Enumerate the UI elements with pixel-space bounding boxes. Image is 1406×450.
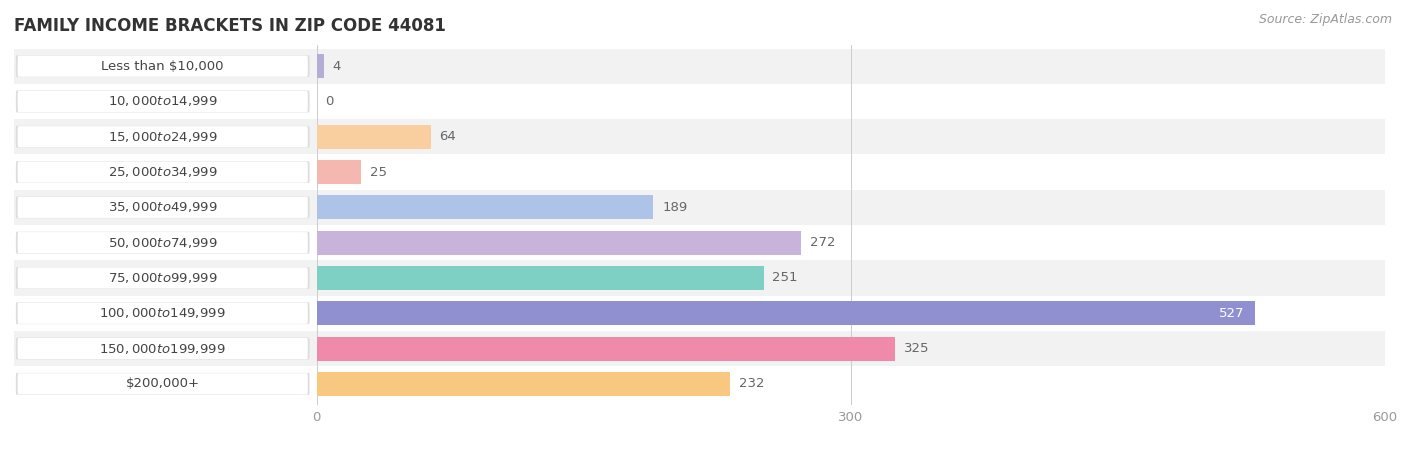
Text: 232: 232 (738, 377, 763, 390)
Bar (316, 195, 654, 219)
Text: Less than $10,000: Less than $10,000 (101, 60, 224, 73)
Text: $10,000 to $14,999: $10,000 to $14,999 (108, 94, 218, 108)
Bar (14, 260, 1385, 296)
Bar (316, 125, 430, 149)
Text: $35,000 to $49,999: $35,000 to $49,999 (108, 200, 218, 214)
Text: Source: ZipAtlas.com: Source: ZipAtlas.com (1258, 14, 1392, 27)
Text: $75,000 to $99,999: $75,000 to $99,999 (108, 271, 218, 285)
Text: 325: 325 (904, 342, 929, 355)
FancyBboxPatch shape (15, 373, 309, 395)
FancyBboxPatch shape (18, 162, 308, 183)
Text: 272: 272 (810, 236, 835, 249)
Bar (14, 331, 1385, 366)
Bar (316, 54, 323, 78)
Bar (14, 119, 1385, 154)
FancyBboxPatch shape (18, 126, 308, 147)
Text: $50,000 to $74,999: $50,000 to $74,999 (108, 236, 218, 250)
Text: $150,000 to $199,999: $150,000 to $199,999 (100, 342, 226, 356)
Bar (14, 154, 1385, 190)
FancyBboxPatch shape (18, 303, 308, 324)
FancyBboxPatch shape (18, 56, 308, 77)
FancyBboxPatch shape (15, 126, 309, 148)
FancyBboxPatch shape (18, 373, 308, 394)
Text: $100,000 to $149,999: $100,000 to $149,999 (100, 306, 226, 320)
Text: 64: 64 (440, 130, 457, 143)
FancyBboxPatch shape (15, 55, 309, 77)
FancyBboxPatch shape (15, 267, 309, 289)
FancyBboxPatch shape (18, 91, 308, 112)
Text: 25: 25 (370, 166, 387, 179)
FancyBboxPatch shape (15, 302, 309, 324)
Text: 4: 4 (333, 60, 342, 73)
Bar (14, 225, 1385, 260)
Bar (316, 160, 361, 184)
Bar (14, 190, 1385, 225)
Text: 527: 527 (1219, 307, 1244, 320)
Text: $25,000 to $34,999: $25,000 to $34,999 (108, 165, 218, 179)
FancyBboxPatch shape (15, 197, 309, 218)
Bar (316, 372, 730, 396)
Bar (316, 337, 896, 360)
Bar (14, 366, 1385, 401)
FancyBboxPatch shape (15, 232, 309, 253)
Bar (316, 301, 1256, 325)
FancyBboxPatch shape (15, 90, 309, 112)
Text: $200,000+: $200,000+ (125, 377, 200, 390)
FancyBboxPatch shape (18, 197, 308, 218)
Bar (316, 266, 763, 290)
Text: 251: 251 (772, 271, 799, 284)
FancyBboxPatch shape (18, 232, 308, 253)
Text: FAMILY INCOME BRACKETS IN ZIP CODE 44081: FAMILY INCOME BRACKETS IN ZIP CODE 44081 (14, 17, 446, 35)
FancyBboxPatch shape (15, 338, 309, 360)
Text: 189: 189 (662, 201, 688, 214)
Text: $15,000 to $24,999: $15,000 to $24,999 (108, 130, 218, 144)
Bar (14, 49, 1385, 84)
FancyBboxPatch shape (18, 338, 308, 359)
FancyBboxPatch shape (15, 161, 309, 183)
Bar (316, 231, 801, 255)
Text: 0: 0 (326, 95, 335, 108)
FancyBboxPatch shape (18, 267, 308, 288)
Bar (14, 296, 1385, 331)
Bar (14, 84, 1385, 119)
